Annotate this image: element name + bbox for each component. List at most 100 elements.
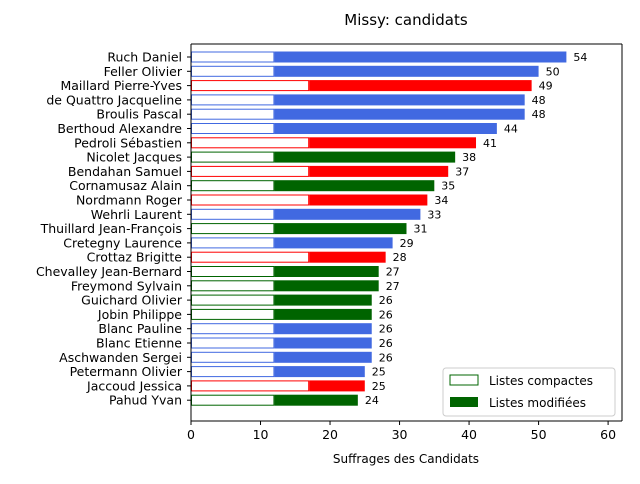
bar-modified	[274, 294, 372, 306]
candidate-label: Nicolet Jacques	[86, 150, 182, 165]
value-label: 48	[532, 94, 546, 107]
candidate-label: Ruch Daniel	[107, 50, 182, 65]
value-label: 54	[573, 51, 587, 64]
x-tick-label: 30	[392, 427, 408, 442]
candidate-label: Crottaz Brigitte	[87, 250, 183, 265]
bar-compact	[191, 251, 310, 263]
value-label: 35	[441, 180, 455, 193]
bar-compact	[191, 208, 275, 220]
bar-modified	[274, 65, 539, 77]
value-label: 33	[427, 208, 441, 221]
bar-modified	[274, 323, 372, 335]
bar-compact	[191, 80, 310, 92]
candidate-label: Nordmann Roger	[76, 193, 183, 208]
bar-compact	[191, 366, 275, 378]
value-label: 31	[414, 223, 428, 236]
value-label: 25	[372, 380, 386, 393]
value-label: 28	[393, 251, 407, 264]
bar-modified	[309, 251, 386, 263]
value-label: 24	[365, 394, 379, 407]
value-labels: 5450494848444138373534333129282727262626…	[365, 51, 588, 407]
x-tick-label: 10	[253, 427, 269, 442]
bar-modified	[309, 165, 449, 177]
candidate-label: Freymond Sylvain	[71, 278, 182, 293]
candidate-label: Feller Olivier	[104, 64, 183, 79]
bar-modified	[274, 51, 567, 63]
value-label: 26	[379, 308, 393, 321]
bar-modified	[274, 394, 358, 406]
bar-compact	[191, 194, 310, 206]
bar-compact	[191, 65, 275, 77]
bar-modified	[309, 137, 477, 149]
candidate-label: Jobin Philippe	[97, 307, 182, 322]
bar-compact	[191, 394, 275, 406]
bar-compact	[191, 380, 310, 392]
legend-frame	[442, 367, 616, 417]
bar-modified	[274, 366, 365, 378]
bar-compact	[191, 151, 275, 163]
value-label: 26	[379, 351, 393, 364]
bar-modified	[274, 223, 407, 235]
x-tick-label: 60	[600, 427, 616, 442]
chart-title: Missy: candidats	[344, 11, 468, 29]
bar-compact	[191, 308, 275, 320]
candidate-label: Maillard Pierre-Yves	[60, 78, 182, 93]
bar-modified	[274, 123, 497, 134]
candidate-label: de Quattro Jacqueline	[46, 92, 182, 107]
bar-compact	[191, 94, 275, 106]
candidate-label: Thuillard Jean-François	[40, 221, 182, 236]
legend-swatch-compact	[449, 374, 479, 386]
value-label: 44	[504, 123, 518, 136]
bar-modified	[309, 380, 365, 392]
candidate-label: Chevalley Jean-Bernard	[36, 264, 182, 279]
bar-compact	[191, 337, 275, 349]
bar-modified	[274, 266, 379, 277]
candidate-label: Cretegny Laurence	[63, 235, 182, 250]
bar-modified	[274, 208, 421, 220]
value-label: 26	[379, 294, 393, 307]
bar-compact	[191, 123, 275, 134]
axes	[187, 43, 623, 422]
x-tick-label: 20	[322, 427, 338, 442]
value-label: 41	[483, 137, 497, 150]
legend-label-modified: Listes modifiées	[489, 396, 586, 410]
value-label: 37	[455, 165, 469, 178]
x-tick-label: 40	[461, 427, 477, 442]
value-label: 26	[379, 323, 393, 336]
legend-swatch-modified	[450, 397, 478, 407]
x-axis-label: Suffrages des Candidats	[333, 452, 479, 466]
bar-modified	[309, 80, 532, 92]
bar-compact	[191, 165, 310, 177]
bar-modified	[274, 94, 525, 106]
bar-compact	[191, 323, 275, 335]
legend-label-compact: Listes compactes	[489, 374, 593, 388]
bar-compact	[191, 223, 275, 235]
bar-compact	[191, 280, 275, 292]
bar-modified	[274, 151, 456, 163]
bar-modified	[274, 351, 372, 363]
value-label: 25	[372, 366, 386, 379]
bar-modified	[274, 337, 372, 349]
candidate-label: Guichard Olivier	[81, 293, 183, 308]
value-label: 26	[379, 337, 393, 350]
candidate-label: Bendahan Samuel	[68, 164, 182, 179]
value-label: 27	[386, 280, 400, 293]
bar-compact	[191, 108, 275, 120]
x-tick-label: 0	[187, 427, 195, 442]
candidate-label: Wehrli Laurent	[91, 207, 182, 222]
candidate-label: Broulis Pascal	[96, 107, 182, 122]
bar-modified	[274, 108, 525, 120]
candidate-label: Blanc Etienne	[96, 336, 182, 351]
value-label: 29	[400, 237, 414, 250]
bar-compact	[191, 51, 275, 63]
value-label: 27	[386, 266, 400, 279]
value-label: 34	[434, 194, 448, 207]
value-label: 38	[462, 151, 476, 164]
value-label: 50	[546, 65, 560, 78]
legend: Listes compactes Listes modifiées	[442, 367, 616, 417]
bar-compact	[191, 237, 275, 249]
bar-compact	[191, 137, 310, 149]
